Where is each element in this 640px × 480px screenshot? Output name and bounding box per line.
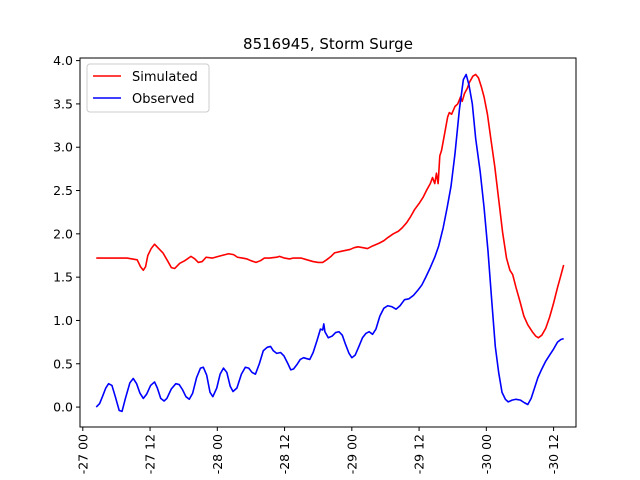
x-tick-label: -30 12 [546, 434, 561, 474]
y-tick-label: 3.0 [53, 140, 73, 155]
y-tick-label: 0.5 [53, 356, 73, 371]
y-tick-label: 1.0 [53, 313, 73, 328]
x-tick-label: -29 12 [412, 434, 427, 474]
y-tick-label: 2.5 [53, 183, 73, 198]
series-line-simulated [96, 73, 565, 339]
y-tick-label: 2.0 [53, 226, 73, 241]
y-tick-label: 3.5 [53, 96, 73, 111]
y-tick-label: 4.0 [53, 53, 73, 68]
x-tick-label: -27 00 [75, 434, 90, 474]
y-axis: 0.0 0.5 1.0 1.5 2.0 2.5 3.0 3.5 4.0 [53, 53, 80, 415]
x-tick-label: -28 12 [277, 434, 292, 474]
chart-title: 8516945, Storm Surge [243, 35, 413, 53]
x-tick-label: -29 00 [344, 434, 359, 474]
legend: Simulated Observed [86, 63, 210, 113]
y-tick-label: 0.0 [53, 400, 73, 415]
x-axis: -27 00 -27 12 -28 00 -28 12 -29 00 -29 12 -30 … [75, 427, 561, 474]
x-tick-label: -27 12 [143, 434, 158, 474]
plot-frame [79, 57, 577, 428]
x-tick-label: -28 00 [210, 434, 225, 474]
y-tick-label: 1.5 [53, 270, 73, 285]
legend-label-observed: Observed [132, 92, 195, 107]
plot-lines [95, 73, 565, 413]
x-tick-label: -30 00 [479, 434, 494, 474]
series-line-observed [95, 73, 564, 413]
legend-label-simulated: Simulated [132, 70, 198, 85]
